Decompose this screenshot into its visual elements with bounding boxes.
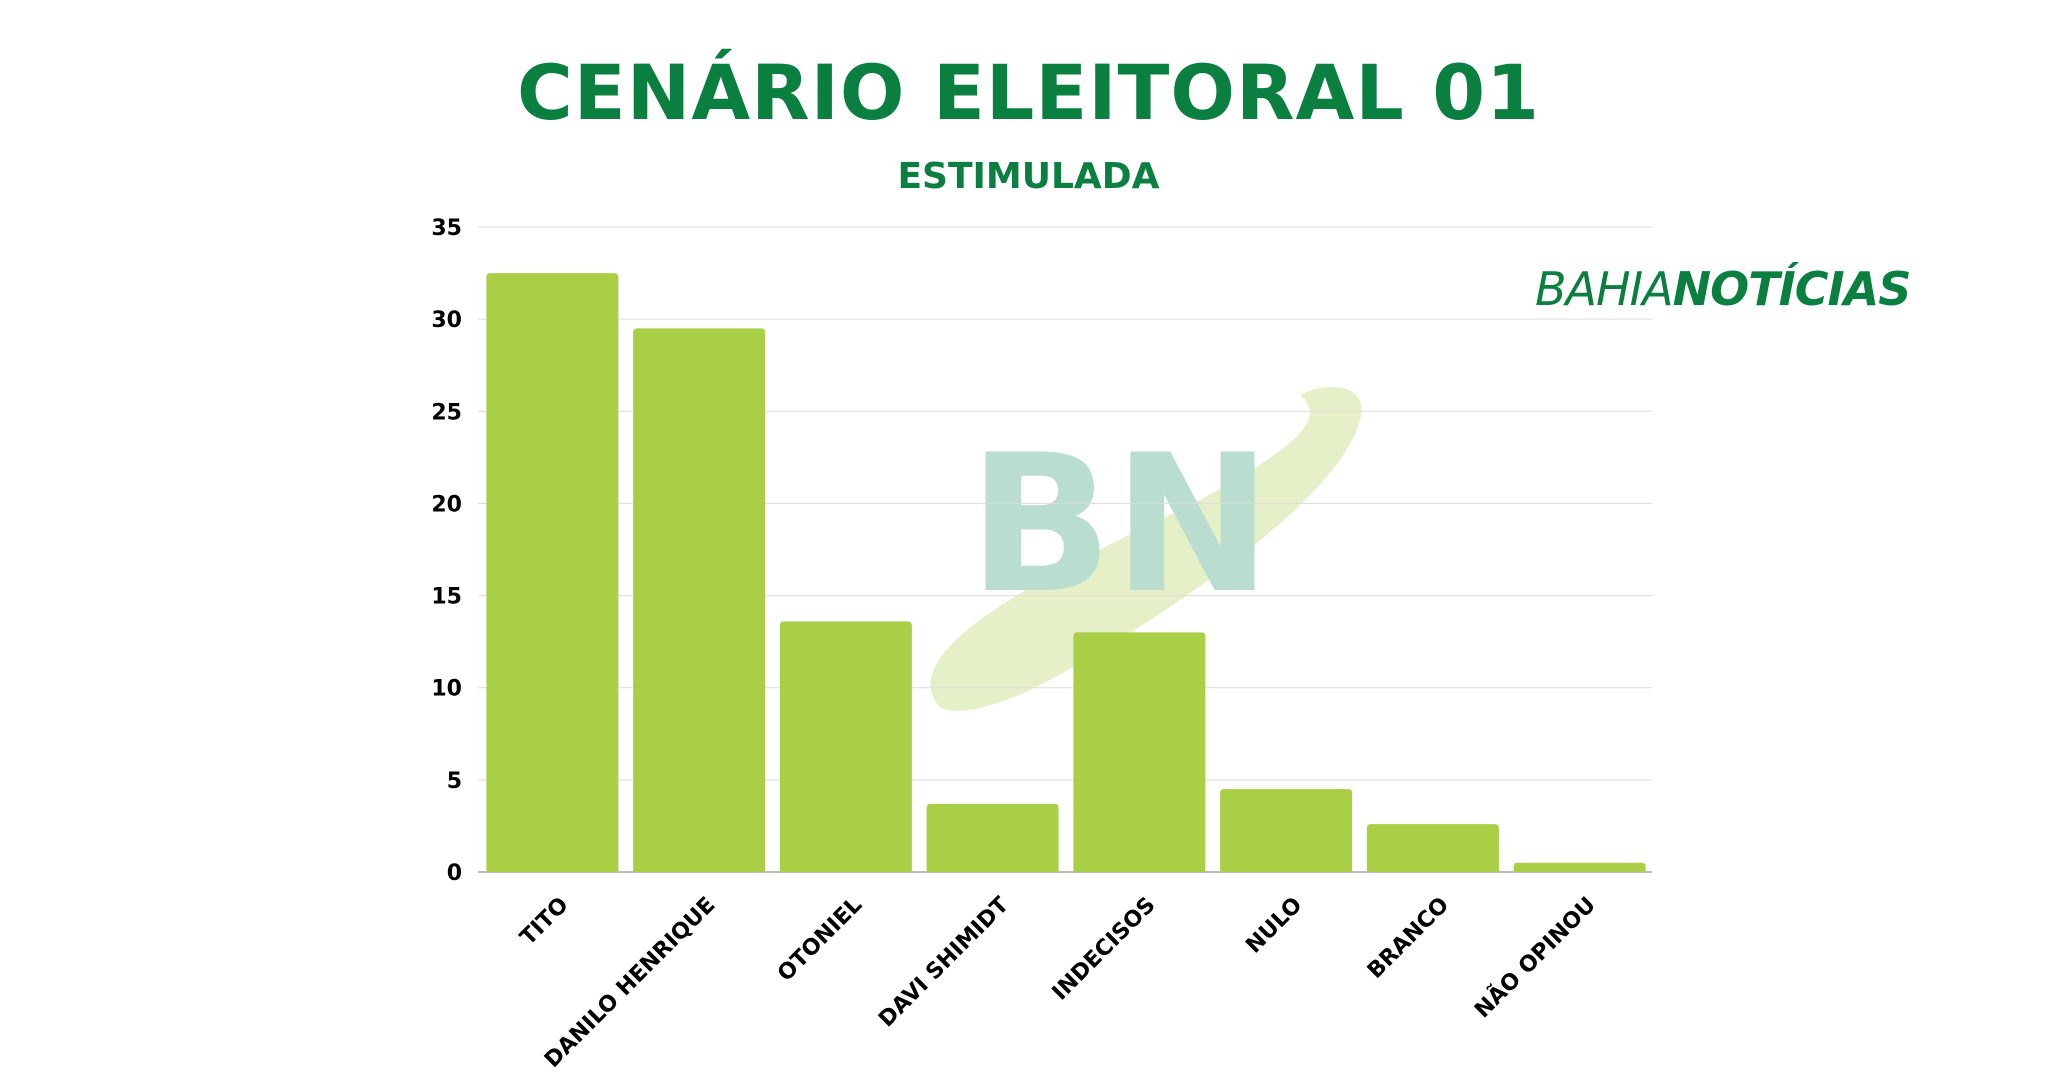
y-tick-label: 10 [431,677,462,702]
chart-title: CENÁRIO ELEITORAL 01 [517,48,1540,137]
brand-bahia-text: BAHIA [1535,262,1674,316]
brand-noticias-text: NOTÍCIAS [1672,262,1912,316]
x-category-label: NULO [1241,893,1307,959]
bar [486,273,619,873]
y-tick-label: 5 [447,769,462,794]
y-tick-label: 30 [431,308,462,333]
y-tick-label: 20 [431,492,462,517]
x-category-label: OTONIEL [773,893,867,987]
y-tick-label: 35 [431,216,462,241]
y-tick-label: 25 [431,400,462,425]
x-category-label: DAVI SHIMIDT [874,893,1014,1033]
bahia-noticias-logo: BAHIANOTÍCIAS [1535,262,1912,316]
chart-bars [486,273,1646,873]
bn-watermark-logo: BN [930,387,1362,711]
y-tick-label: 15 [431,585,462,610]
bar [779,621,912,872]
y-axis-ticks: 0 5 10 15 20 25 30 35 [431,216,462,886]
bar [926,803,1059,872]
bar [1513,862,1646,872]
y-tick-label: 0 [447,861,462,886]
watermark-swoosh [930,387,1362,711]
x-category-label: INDECISOS [1048,893,1161,1006]
chart-subtitle: ESTIMULADA [897,156,1160,197]
bar [1220,789,1353,872]
x-category-label: DANILO HENRIQUE [540,893,720,1073]
bar [1366,824,1499,872]
watermark-bn-letters: BN [968,414,1272,635]
x-category-label: BRANCO [1363,893,1454,984]
x-category-label: TITO [516,893,574,951]
x-category-label: NÃO OPINOU [1469,892,1600,1023]
bar [1073,632,1206,872]
bar [633,328,766,872]
